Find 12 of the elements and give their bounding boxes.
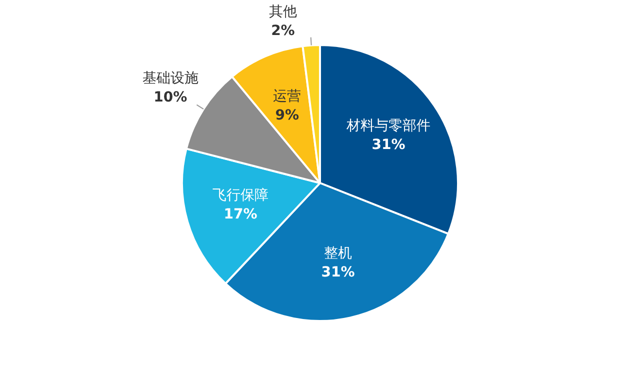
slice-label: 其他	[268, 4, 297, 20]
data-label: 10%	[154, 89, 188, 106]
data-label: 9%	[275, 108, 300, 124]
data-label: 31%	[372, 137, 406, 154]
slice-label: 运营	[273, 88, 302, 105]
slice-label: 基础设施	[142, 70, 198, 86]
data-label: 31%	[321, 264, 355, 280]
slice-label: 材料与零部件	[345, 118, 430, 134]
slice-label: 整机	[324, 245, 352, 262]
data-label: 17%	[224, 206, 258, 223]
slice-label: 飞行保障	[212, 188, 268, 204]
data-label: 2%	[271, 22, 295, 39]
